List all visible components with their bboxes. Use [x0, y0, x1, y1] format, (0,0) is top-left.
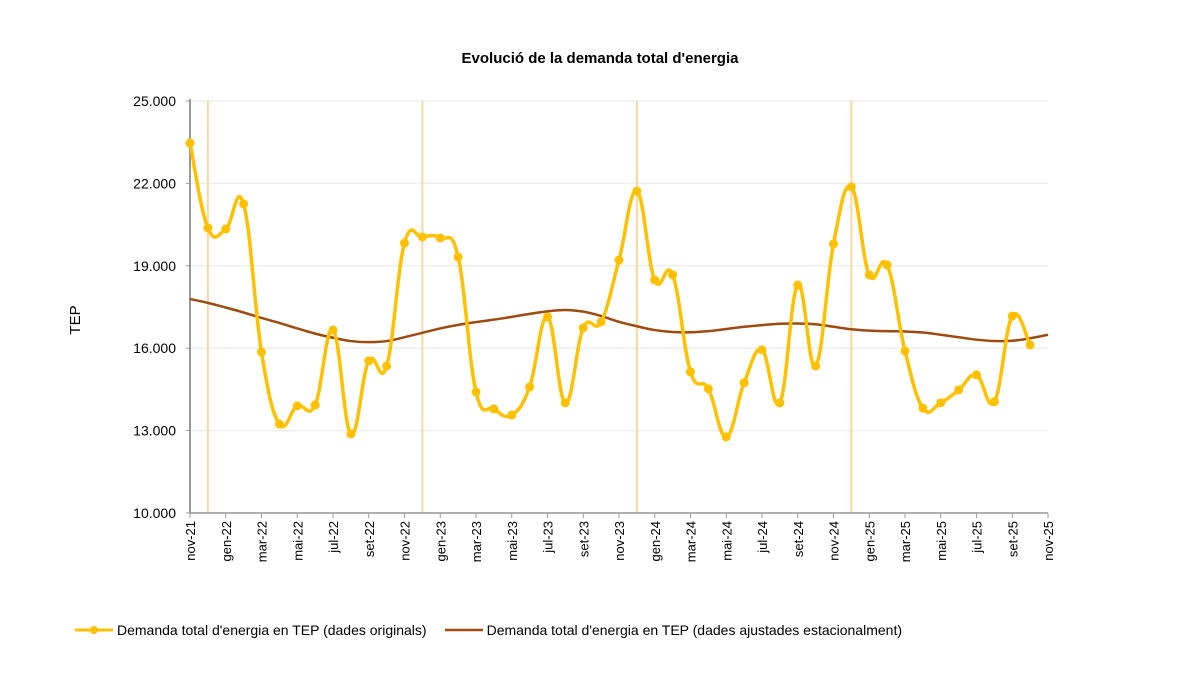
data-point	[972, 370, 981, 380]
data-point	[364, 356, 374, 366]
data-point	[507, 410, 517, 420]
x-tick-label: jul-22	[326, 521, 341, 554]
chart-title: Evolució de la demanda total d'energia	[461, 50, 739, 67]
data-point	[310, 400, 320, 410]
x-tick-label: mai-23	[505, 521, 520, 561]
series-original-line	[188, 142, 1032, 439]
data-point	[560, 398, 570, 408]
data-point	[829, 239, 838, 249]
x-tick-label: set-22	[362, 521, 377, 557]
data-point	[739, 378, 749, 388]
data-point	[417, 232, 427, 242]
data-point	[185, 138, 195, 148]
x-tick-label: mai-25	[934, 521, 949, 561]
data-point	[203, 223, 213, 233]
x-tick-label: gen-24	[648, 521, 663, 561]
y-tick-label: 13.000	[133, 423, 176, 439]
data-point	[793, 280, 803, 290]
data-point	[1007, 311, 1017, 321]
legend-label-original: Demanda total d'energia en TEP (dades or…	[117, 622, 427, 638]
y-tick-label: 22.000	[133, 175, 176, 191]
data-point	[382, 361, 392, 371]
data-point	[757, 345, 767, 355]
legend-swatch-adjusted	[444, 628, 483, 632]
data-point	[864, 270, 874, 280]
data-point	[489, 404, 499, 414]
y-tick-label: 19.000	[133, 258, 176, 274]
x-tick-label: set-24	[791, 521, 806, 557]
x-tick-label: nov-21	[183, 521, 198, 561]
y-tick-label: 16.000	[133, 340, 176, 356]
x-tick-label: mar-23	[469, 521, 484, 562]
data-point	[543, 312, 552, 322]
data-point	[703, 384, 713, 394]
x-tick-label: gen-23	[433, 521, 448, 561]
x-tick-label: jul-23	[541, 521, 556, 554]
data-point	[239, 199, 249, 209]
data-point	[525, 382, 535, 392]
data-point	[668, 270, 678, 280]
series-adjusted-line	[189, 297, 1049, 344]
y-tick-label: 10.000	[133, 505, 176, 521]
data-point	[471, 387, 481, 397]
legend-label-adjusted: Demanda total d'energia en TEP (dades aj…	[486, 622, 902, 638]
data-point	[918, 403, 928, 413]
x-tick-label: nov-22	[398, 521, 413, 561]
data-point	[328, 325, 338, 335]
data-point	[721, 432, 731, 442]
data-point	[775, 398, 785, 408]
x-tick-label: mar-22	[255, 521, 270, 562]
x-tick-label: mar-24	[684, 521, 699, 562]
data-point	[1025, 340, 1035, 350]
data-point	[596, 317, 606, 327]
data-point	[400, 238, 409, 248]
x-tick-label: nov-23	[612, 521, 627, 561]
data-point	[811, 361, 821, 371]
x-tick-label: mai-24	[719, 521, 734, 561]
x-tick-label: mai-22	[290, 521, 305, 561]
x-tick-label: jul-24	[755, 521, 770, 554]
x-tick-label: set-23	[576, 521, 591, 557]
data-point	[614, 255, 624, 265]
y-tick-label: 25.000	[133, 93, 176, 109]
data-point	[257, 347, 266, 357]
legend-swatch-original	[75, 626, 113, 634]
x-tick-label: mar-25	[898, 521, 913, 562]
x-tick-label: gen-25	[862, 521, 877, 561]
data-point	[346, 429, 356, 439]
data-point	[578, 323, 588, 333]
data-point	[954, 385, 964, 395]
legend-item-adjusted: Demanda total d'energia en TEP (dades aj…	[444, 622, 902, 638]
data-point	[686, 367, 695, 377]
data-point	[435, 233, 445, 243]
data-point	[453, 252, 463, 262]
x-tick-label: set-25	[1005, 521, 1020, 557]
data-point	[292, 401, 302, 411]
data-point	[882, 260, 892, 270]
data-point	[936, 398, 946, 408]
legend-item-original: Demanda total d'energia en TEP (dades or…	[75, 622, 427, 638]
data-point	[989, 397, 999, 407]
x-tick-label: nov-24	[827, 521, 842, 561]
data-point	[846, 182, 856, 192]
x-tick-label: jul-25	[970, 521, 985, 554]
data-point	[632, 186, 642, 196]
y-axis-label: TEP	[67, 305, 84, 334]
x-tick-label: gen-22	[219, 521, 234, 561]
x-tick-label: nov-25	[1041, 521, 1056, 561]
data-point	[900, 346, 910, 356]
data-point	[274, 419, 284, 429]
legend: Demanda total d'energia en TEP (dades or…	[75, 622, 902, 638]
data-point	[221, 224, 231, 234]
data-point	[650, 275, 660, 285]
